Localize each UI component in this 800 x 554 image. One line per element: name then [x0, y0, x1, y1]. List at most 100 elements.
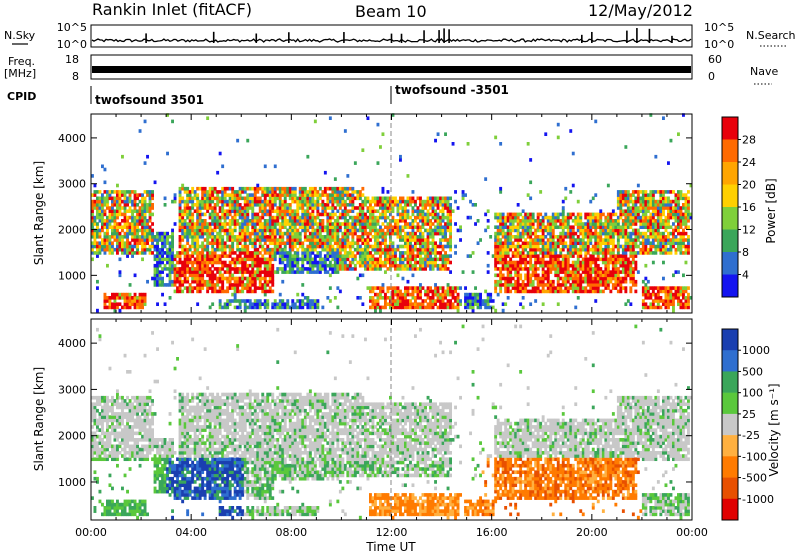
power-cell-4111 [551, 215, 555, 220]
power-cell-1283 [233, 222, 237, 226]
power-cell-2560 [356, 212, 360, 217]
power-cell-1544 [256, 263, 260, 268]
power-cell-407 [138, 206, 142, 210]
power-cell-1562 [256, 186, 260, 191]
power-cell-1750 [273, 254, 277, 258]
power-cell-558 [161, 279, 164, 284]
power-cell-50 [96, 209, 99, 214]
power-cell-181 [113, 238, 117, 242]
power-cell-3400 [441, 199, 445, 204]
power-cell-1567 [258, 286, 262, 290]
power-cell-4571 [604, 225, 608, 230]
power-cell-2871 [389, 231, 392, 236]
power-cell-1989 [296, 222, 300, 226]
power-cell-3459 [449, 254, 452, 258]
power-cell-2960 [399, 263, 402, 268]
power-cell-2935 [396, 286, 400, 290]
power-cell-750 [186, 241, 190, 246]
power-cell-401 [138, 228, 142, 233]
power-cell-1894 [288, 305, 292, 310]
power-cell-3832 [519, 212, 523, 217]
power-cell-422 [141, 235, 144, 239]
power-cell-2543 [353, 206, 357, 210]
power-cell-3396 [441, 212, 445, 217]
power-cell-676 [178, 219, 182, 223]
power-cell-4604 [609, 260, 613, 265]
power-cell-3980 [536, 228, 540, 233]
power-cell-3202 [421, 203, 425, 207]
power-cell-4115 [554, 273, 558, 278]
power-cell-2134 [311, 260, 315, 265]
power-cell-2608 [361, 203, 365, 207]
power-cell-1175 [223, 209, 227, 214]
power-cell-4643 [614, 283, 618, 287]
power-cell-1963 [293, 222, 297, 226]
power-cell-4503 [596, 241, 600, 246]
power-cell-1398 [243, 238, 247, 242]
power-cell-1576 [258, 257, 262, 262]
power-cell-980 [206, 199, 210, 204]
power-cell-1824 [281, 267, 285, 271]
power-cell-899 [198, 206, 202, 210]
power-cell-2687 [371, 260, 375, 265]
power-cell-4802 [629, 263, 633, 268]
power-cell-3775 [514, 263, 518, 268]
power-cell-4450 [591, 254, 595, 258]
power-cell-3361 [439, 251, 442, 255]
power-cell-3058 [409, 302, 412, 307]
power-cell-846 [196, 283, 200, 287]
power-cell-4883 [636, 206, 640, 210]
power-cell-1733 [271, 225, 275, 230]
power-cell-4381 [584, 257, 588, 262]
power-cell-1816 [278, 193, 282, 197]
power-cell-2255 [323, 254, 327, 258]
power-cell-3745 [509, 228, 513, 233]
power-cell-2637 [366, 257, 370, 262]
power-cell-4238 [566, 225, 570, 230]
power-cell-1774 [276, 267, 280, 271]
power-cell-113 [106, 299, 109, 303]
power-cell-1677 [266, 209, 270, 214]
power-cell-20 [93, 244, 97, 249]
power-cell-312 [128, 251, 132, 255]
power-cell-2878 [389, 206, 392, 210]
power-cell-4583 [606, 260, 610, 265]
power-cell-1079 [216, 244, 220, 249]
power-cell-4033 [544, 270, 548, 274]
power-cell-2431 [341, 222, 345, 226]
power-cell-256 [121, 199, 124, 204]
power-cell-4102 [551, 244, 555, 249]
power-cell-338 [131, 225, 134, 230]
power-cell-2905 [391, 199, 395, 204]
power-cell-979 [206, 203, 210, 207]
power-cell-1365 [241, 247, 245, 252]
power-cell-244 [121, 292, 124, 297]
power-cell-4051 [546, 276, 550, 281]
power-cell-4528 [599, 225, 603, 230]
power-cell-3265 [429, 241, 432, 246]
power-cell-4282 [571, 225, 575, 230]
power-cell-2063 [303, 215, 307, 220]
power-cell-3275 [429, 199, 432, 204]
power-cell-1264 [233, 305, 237, 310]
power-cell-792 [191, 289, 195, 294]
power-cell-3983 [536, 219, 540, 223]
power-cell-4076 [549, 260, 553, 265]
power-cell-1092 [216, 193, 220, 197]
power-cell-139 [108, 244, 112, 249]
power-cell-1432 [246, 228, 250, 233]
power-cell-3107 [414, 305, 417, 310]
power-cell-1896 [288, 267, 292, 271]
power-cell-4330 [576, 212, 580, 217]
power-cell-1466 [248, 206, 252, 210]
power-cell-4100 [551, 251, 555, 255]
power-cell-887 [198, 254, 202, 258]
power-cell-1614 [261, 206, 265, 210]
power-cell-3234 [426, 257, 430, 262]
power-cell-2471 [346, 251, 350, 255]
power-cell-233 [118, 222, 122, 226]
power-cell-4388 [584, 231, 588, 236]
power-cell-2244 [321, 209, 325, 214]
power-cell-3562 [479, 296, 482, 300]
power-cell-2478 [346, 225, 350, 230]
